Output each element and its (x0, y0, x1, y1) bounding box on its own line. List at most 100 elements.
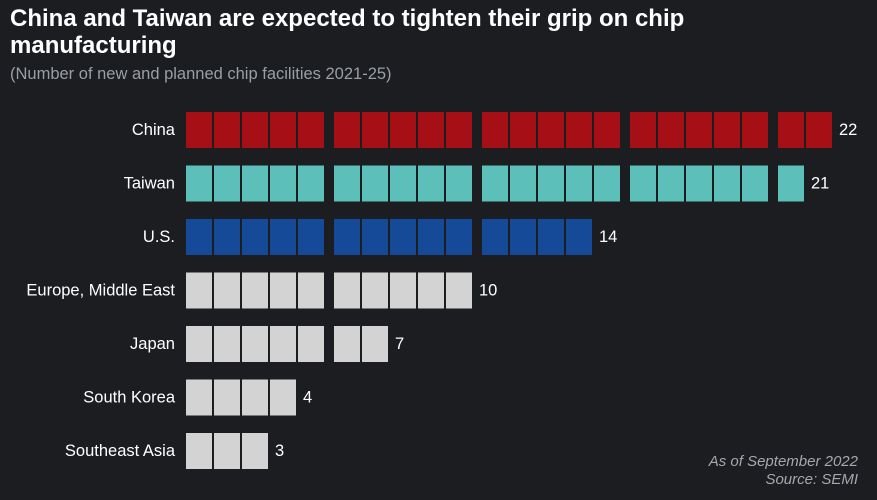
facility-square (418, 219, 444, 255)
facility-square (510, 219, 536, 255)
facility-square (186, 219, 212, 255)
facility-square (418, 112, 444, 148)
facility-square (242, 379, 268, 416)
facility-square (186, 326, 212, 362)
facility-square (390, 165, 416, 202)
category-label: Taiwan (124, 175, 175, 193)
bar-row: Europe, Middle East 10 (26, 272, 497, 309)
facility-square (334, 272, 360, 309)
facility-square (658, 165, 684, 202)
facility-square (446, 272, 472, 309)
facility-square (362, 272, 388, 309)
facility-square (390, 112, 416, 148)
chart-footer: As of September 2022 Source: SEMI (709, 453, 858, 489)
category-label: Southeast Asia (65, 442, 176, 460)
facility-square (778, 165, 804, 202)
facility-square (298, 219, 324, 255)
facility-square (186, 112, 212, 148)
facility-square (510, 165, 536, 202)
facility-square (334, 326, 360, 362)
facility-square (186, 379, 212, 416)
facility-square (214, 379, 240, 416)
category-label: Japan (130, 335, 175, 353)
facility-square (482, 219, 508, 255)
facility-square (214, 219, 240, 255)
facility-square (482, 112, 508, 148)
value-label: 14 (599, 228, 617, 246)
facility-square (362, 165, 388, 202)
facility-square (242, 326, 268, 362)
facility-square (714, 165, 740, 202)
category-label: China (132, 121, 176, 139)
facility-square (566, 165, 592, 202)
facility-square (686, 112, 712, 148)
value-label: 22 (839, 121, 857, 139)
facility-square (298, 326, 324, 362)
facility-square (298, 112, 324, 148)
bar-row: Japan 7 (130, 326, 404, 362)
value-label: 21 (811, 175, 829, 193)
facility-square (594, 112, 620, 148)
facility-square (298, 165, 324, 202)
facility-square (446, 165, 472, 202)
facility-square (334, 219, 360, 255)
facility-square (242, 219, 268, 255)
facility-square (242, 272, 268, 309)
facility-square (714, 112, 740, 148)
facility-square (538, 112, 564, 148)
facility-square (566, 112, 592, 148)
value-label: 10 (479, 282, 497, 300)
facility-square (482, 165, 508, 202)
facility-square (418, 165, 444, 202)
facility-square (214, 433, 240, 469)
facility-square (538, 219, 564, 255)
category-label: Europe, Middle East (26, 282, 175, 300)
value-label: 7 (395, 335, 404, 353)
facility-square (242, 112, 268, 148)
facility-square (566, 219, 592, 255)
bar-row: Taiwan 21 (124, 165, 829, 202)
facility-square (270, 326, 296, 362)
date-note: As of September 2022 (708, 453, 858, 470)
facility-square (186, 165, 212, 202)
facility-square (186, 272, 212, 309)
facility-square (742, 112, 768, 148)
facility-square (270, 112, 296, 148)
chart-subtitle: (Number of new and planned chip faciliti… (10, 65, 392, 83)
facility-square (742, 165, 768, 202)
chart-title: China and Taiwan are expected to tighten… (10, 5, 685, 59)
facility-square (510, 112, 536, 148)
facility-square (538, 165, 564, 202)
facility-square (630, 165, 656, 202)
value-label: 4 (303, 389, 312, 407)
facility-square (418, 272, 444, 309)
bar-row: South Korea 4 (83, 379, 312, 416)
facility-square (270, 272, 296, 309)
facility-square (630, 112, 656, 148)
facility-square (334, 112, 360, 148)
facility-square (446, 112, 472, 148)
facility-square (270, 165, 296, 202)
facility-square (362, 326, 388, 362)
facility-square (362, 219, 388, 255)
bar-row: China 22 (132, 112, 857, 148)
facility-square (214, 272, 240, 309)
facility-square (214, 165, 240, 202)
facility-square (214, 112, 240, 148)
facility-square (186, 433, 212, 469)
facility-square (298, 272, 324, 309)
facility-square (446, 219, 472, 255)
bar-row: Southeast Asia 3 (65, 433, 284, 469)
value-label: 3 (275, 442, 284, 460)
source-note: Source: SEMI (765, 471, 858, 488)
facility-square (270, 219, 296, 255)
facility-square (390, 219, 416, 255)
facility-square (390, 272, 416, 309)
facility-square (334, 165, 360, 202)
facility-square (686, 165, 712, 202)
facility-square (594, 165, 620, 202)
facility-square (778, 112, 804, 148)
category-label: U.S. (143, 228, 175, 246)
